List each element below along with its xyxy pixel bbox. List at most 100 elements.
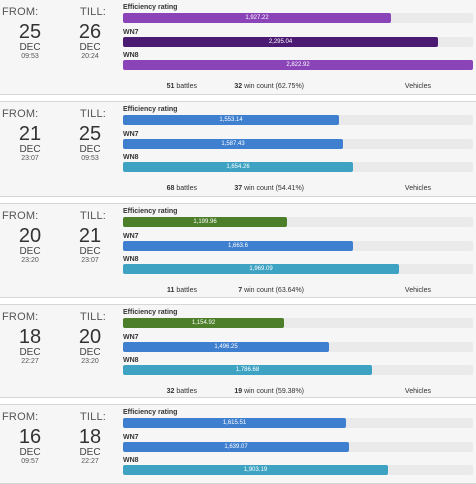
wn7-bar-track: 1,663.6 xyxy=(123,241,473,251)
wn8-bar-track: 2,822.92 xyxy=(123,60,473,70)
till-month: DEC xyxy=(79,144,101,155)
vehicles-link[interactable]: Vehicles xyxy=(404,83,431,90)
session-dates: FROM: TILL: 20 DEC 23:20 21 DEC 23:07 xyxy=(0,204,120,297)
session-dates: FROM: TILL: 18 DEC 22:27 20 DEC 23:20 xyxy=(0,305,120,397)
wn8-value: 1,903.19 xyxy=(243,467,268,473)
wn7-value: 2,295.04 xyxy=(268,39,293,45)
vehicles-link[interactable]: Vehicles xyxy=(404,287,431,294)
wn8-label: WN8 xyxy=(123,52,139,59)
efficiency-rating-value: 1,154.92 xyxy=(191,320,216,326)
wn8-label: WN8 xyxy=(123,357,139,364)
till-label: TILL: xyxy=(80,411,107,423)
wn7-bar-track: 1,587.43 xyxy=(123,139,473,149)
wn7-bar: 1,496.25 xyxy=(123,342,329,352)
from-date: 21 DEC 23:07 xyxy=(8,124,52,163)
till-label: TILL: xyxy=(80,6,107,18)
till-date: 20 DEC 23:20 xyxy=(68,327,112,366)
battles-number: 51 xyxy=(166,83,175,90)
wn8-label: WN8 xyxy=(123,256,139,263)
from-month: DEC xyxy=(19,447,41,458)
from-date: 25 DEC 09:53 xyxy=(8,22,52,61)
from-time: 23:20 xyxy=(21,257,39,264)
efficiency-rating-bar: 1,615.51 xyxy=(123,418,346,428)
efficiency-rating-label: Efficiency rating xyxy=(123,4,178,11)
from-label: FROM: xyxy=(2,210,39,222)
wn8-bar: 2,822.92 xyxy=(123,60,473,70)
till-day: 25 xyxy=(78,123,102,145)
wn8-bar-track: 1,903.19 xyxy=(123,465,473,475)
wins-suffix: win count xyxy=(244,388,274,395)
win-percent: (54.41%) xyxy=(275,185,304,192)
wn8-label: WN8 xyxy=(123,457,139,464)
from-day: 25 xyxy=(18,21,42,43)
efficiency-rating-bar: 1,154.92 xyxy=(123,318,284,328)
wn7-value: 1,496.25 xyxy=(214,344,238,350)
win-percent: (63.64%) xyxy=(275,287,304,294)
from-day: 16 xyxy=(18,426,42,448)
efficiency-rating-bar-track: 1,154.92 xyxy=(123,318,473,328)
from-month: DEC xyxy=(19,347,41,358)
wn8-label: WN8 xyxy=(123,154,139,161)
efficiency-rating-bar: 1,553.14 xyxy=(123,115,339,125)
efficiency-rating-label: Efficiency rating xyxy=(123,309,178,316)
from-day: 18 xyxy=(18,326,42,348)
from-date: 20 DEC 23:20 xyxy=(8,226,52,265)
session-card: FROM: TILL: 21 DEC 23:07 25 DEC 09:53 Efficiency… xyxy=(0,101,476,197)
session-dates: FROM: TILL: 21 DEC 23:07 25 DEC 09:53 xyxy=(0,102,120,196)
wn7-bar: 1,587.43 xyxy=(123,139,343,149)
till-month: DEC xyxy=(79,447,101,458)
till-day: 20 xyxy=(78,326,102,348)
vehicles-link[interactable]: Vehicles xyxy=(404,388,431,395)
till-label: TILL: xyxy=(80,108,107,120)
session-dates: FROM: TILL: 25 DEC 09:53 26 DEC 20:24 xyxy=(0,0,120,94)
wn8-value: 1,654.26 xyxy=(226,164,250,170)
wn8-value: 1,786.68 xyxy=(235,367,260,373)
efficiency-rating-value: 1,199.96 xyxy=(193,219,217,225)
from-day: 20 xyxy=(18,225,42,247)
wins-suffix: win count xyxy=(244,287,274,294)
wn8-bar-track: 1,654.26 xyxy=(123,162,473,172)
win-percent: (62.75%) xyxy=(275,83,304,90)
efficiency-rating-bar-track: 1,615.51 xyxy=(123,418,473,428)
wn8-bar: 1,969.09 xyxy=(123,264,399,274)
battles-suffix: battles xyxy=(176,185,197,192)
from-label: FROM: xyxy=(2,311,39,323)
wn8-bar: 1,786.68 xyxy=(123,365,372,375)
till-time: 20:24 xyxy=(81,53,99,60)
from-time: 09:53 xyxy=(21,53,39,60)
till-date: 25 DEC 09:53 xyxy=(68,124,112,163)
from-label: FROM: xyxy=(2,411,39,423)
wins-number: 37 xyxy=(234,185,243,192)
till-time: 23:20 xyxy=(81,358,99,365)
wins-suffix: win count xyxy=(244,185,274,192)
win-count: 19 win count (59.38%) xyxy=(234,388,304,395)
from-label: FROM: xyxy=(2,6,39,18)
wn8-bar-track: 1,969.09 xyxy=(123,264,473,274)
till-label: TILL: xyxy=(80,210,107,222)
till-date: 18 DEC 22:27 xyxy=(68,427,112,466)
from-month: DEC xyxy=(19,144,41,155)
from-label: FROM: xyxy=(2,108,39,120)
from-date: 16 DEC 09:57 xyxy=(8,427,52,466)
battles-count: 32 battles xyxy=(167,388,197,395)
efficiency-rating-bar-track: 1,927.22 xyxy=(123,13,473,23)
till-month: DEC xyxy=(79,347,101,358)
battles-suffix: battles xyxy=(176,83,197,90)
wn7-label: WN7 xyxy=(123,233,139,240)
till-time: 09:53 xyxy=(81,155,99,162)
win-percent: (59.38%) xyxy=(275,388,304,395)
from-time: 09:57 xyxy=(21,458,39,465)
efficiency-rating-bar: 1,927.22 xyxy=(123,13,391,23)
till-month: DEC xyxy=(79,246,101,257)
vehicles-link[interactable]: Vehicles xyxy=(404,185,431,192)
wn7-bar-track: 2,295.04 xyxy=(123,37,473,47)
wins-number: 19 xyxy=(234,388,243,395)
till-date: 21 DEC 23:07 xyxy=(68,226,112,265)
wn7-bar: 1,663.6 xyxy=(123,241,353,251)
efficiency-rating-value: 1,553.14 xyxy=(219,117,243,123)
battles-count: 51 battles xyxy=(167,83,197,90)
battles-number: 11 xyxy=(167,287,175,294)
wn7-value: 1,639.07 xyxy=(224,444,248,450)
session-card: FROM: TILL: 18 DEC 22:27 20 DEC 23:20 Efficiency… xyxy=(0,304,476,398)
battles-number: 68 xyxy=(166,185,175,192)
